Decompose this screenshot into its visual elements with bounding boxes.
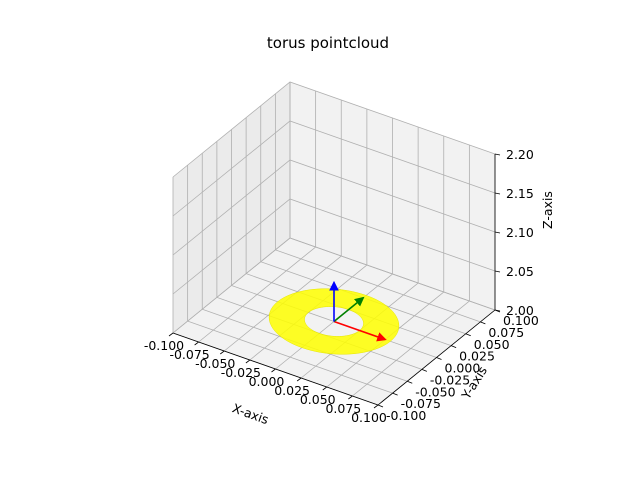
y-tick-label: 0.075 bbox=[488, 325, 524, 340]
torus-series bbox=[268, 288, 400, 355]
y-tick-label: 0.025 bbox=[459, 349, 495, 364]
z-tick-mark bbox=[494, 153, 501, 156]
y-tick-mark bbox=[407, 380, 413, 384]
x-tick-label: 0.075 bbox=[325, 401, 361, 416]
x-tick-mark bbox=[373, 404, 379, 409]
y-tick-mark bbox=[465, 333, 471, 337]
z-axis-label: Z-axis bbox=[540, 191, 555, 229]
grid-line-z bbox=[172, 120, 496, 217]
x-tick-label: -0.075 bbox=[169, 347, 209, 362]
x-tick-mark bbox=[271, 368, 276, 373]
frame-x-arrow bbox=[333, 320, 387, 342]
y-tick-label: -0.075 bbox=[401, 396, 441, 411]
x-tick-label: -0.025 bbox=[221, 365, 261, 380]
y-tick-mark bbox=[480, 321, 486, 325]
y-tick-label: -0.100 bbox=[386, 408, 426, 423]
chart-title: torus pointcloud bbox=[267, 34, 389, 52]
y-tick-mark bbox=[450, 345, 457, 348]
y-tick-mark bbox=[392, 392, 398, 396]
y-tick-mark bbox=[421, 369, 428, 372]
z-tick-mark bbox=[494, 309, 501, 312]
x-tick-label: -0.100 bbox=[144, 338, 184, 353]
y-tick-mark bbox=[436, 357, 442, 360]
x-tick-mark bbox=[220, 350, 225, 355]
y-tick-label: 0.000 bbox=[445, 361, 481, 376]
x-axis-label: X-axis bbox=[230, 400, 270, 427]
z-tick-label: 2.10 bbox=[506, 225, 534, 240]
z-tick-mark bbox=[494, 231, 501, 234]
tick-labels: -0.100-0.075-0.050-0.0250.0000.0250.0500… bbox=[144, 147, 539, 425]
x-tick-mark bbox=[322, 386, 327, 391]
y-tick-label: -0.025 bbox=[430, 372, 470, 387]
z-tick-label: 2.05 bbox=[506, 264, 534, 279]
x-tick-mark bbox=[168, 332, 174, 337]
y-tick-label: 0.050 bbox=[474, 337, 510, 352]
x-tick-mark bbox=[296, 377, 302, 382]
x-tick-label: -0.050 bbox=[195, 356, 235, 371]
y-tick-mark bbox=[377, 404, 384, 408]
x-tick-label: 0.100 bbox=[351, 410, 387, 425]
grid-line-z bbox=[172, 198, 496, 295]
z-tick-mark bbox=[494, 192, 501, 195]
x-tick-mark bbox=[194, 341, 199, 346]
z-tick-label: 2.00 bbox=[506, 303, 534, 318]
x-tick-mark bbox=[348, 395, 353, 400]
x-tick-mark bbox=[245, 359, 251, 364]
frame-y-arrow bbox=[333, 296, 365, 323]
data-marks bbox=[268, 280, 400, 355]
y-tick-label: -0.050 bbox=[415, 384, 455, 399]
z-tick-label: 2.15 bbox=[506, 186, 534, 201]
y-tick-label: 0.100 bbox=[503, 313, 539, 328]
z-tick-mark bbox=[494, 270, 501, 273]
x-tick-label: 0.025 bbox=[274, 383, 310, 398]
x-tick-label: 0.000 bbox=[249, 374, 285, 389]
x-tick-label: 0.050 bbox=[300, 392, 336, 407]
grid-line-z bbox=[172, 237, 496, 334]
grid-line-z bbox=[172, 81, 496, 178]
z-tick-label: 2.20 bbox=[506, 147, 534, 162]
grid-line-z bbox=[172, 159, 496, 256]
